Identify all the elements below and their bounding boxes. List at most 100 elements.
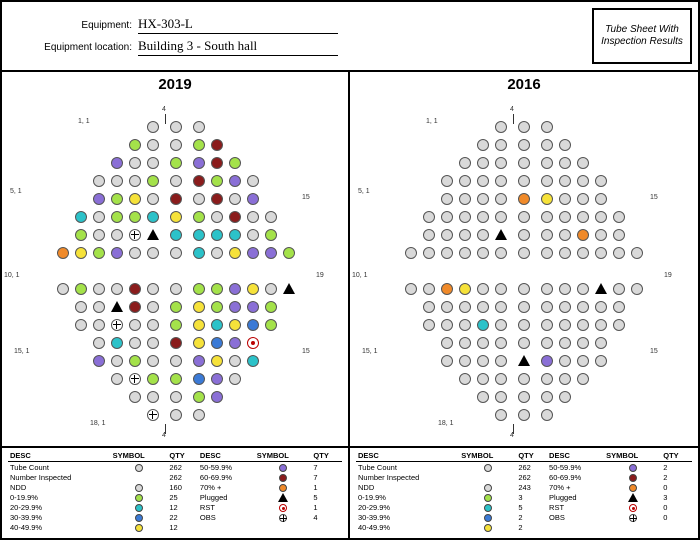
tube <box>495 391 507 403</box>
tube <box>577 301 589 313</box>
panel-2019: 2019 1, 145, 11510, 11915, 11518, 14 DES… <box>2 72 350 538</box>
tube <box>170 301 182 313</box>
tube <box>170 355 182 367</box>
tube <box>229 319 241 331</box>
tube <box>477 229 489 241</box>
tube <box>518 337 530 349</box>
tube <box>147 121 159 133</box>
tube <box>477 211 489 223</box>
tubesheet-2019: 1, 145, 11510, 11915, 11518, 14 <box>2 96 348 446</box>
equip-label: Equipment: <box>22 20 132 31</box>
tube <box>441 355 453 367</box>
tube <box>211 193 223 205</box>
legend-header: DESC <box>198 450 255 462</box>
tube <box>495 337 507 349</box>
tube <box>541 175 553 187</box>
tube <box>129 301 141 313</box>
tube <box>211 301 223 313</box>
tube <box>111 175 123 187</box>
legend-header: SYMBOL <box>111 450 168 462</box>
tube <box>229 373 241 385</box>
tube <box>595 337 607 349</box>
tube <box>129 175 141 187</box>
tube <box>541 247 553 259</box>
tube <box>111 157 123 169</box>
tube <box>129 157 141 169</box>
tube <box>518 355 530 366</box>
tube <box>147 193 159 205</box>
tube <box>477 193 489 205</box>
tube <box>441 337 453 349</box>
coord-mark: 19 <box>316 272 324 279</box>
tube <box>170 193 182 205</box>
tube <box>193 157 205 169</box>
tube <box>247 211 259 223</box>
tube <box>495 409 507 421</box>
legend-header: QTY <box>311 450 342 462</box>
tube <box>477 247 489 259</box>
tube <box>147 337 159 349</box>
tube <box>129 193 141 205</box>
tube <box>193 229 205 241</box>
tube <box>495 175 507 187</box>
tube <box>93 211 105 223</box>
tube <box>170 157 182 169</box>
legend-row: Number Inspected26260-69.9%7 <box>8 472 342 482</box>
tube <box>93 283 105 295</box>
tube <box>75 283 87 295</box>
tube <box>577 211 589 223</box>
tube <box>229 193 241 205</box>
tube <box>247 229 259 241</box>
tube <box>423 301 435 313</box>
tube <box>559 391 571 403</box>
location-label: Equipment location: <box>22 42 132 53</box>
report-page: Equipment: HX-303-L Equipment location: … <box>0 0 700 540</box>
tube <box>559 247 571 259</box>
tube <box>147 139 159 151</box>
tube <box>229 175 241 187</box>
tube <box>613 247 625 259</box>
tube <box>93 175 105 187</box>
tube <box>441 301 453 313</box>
tube <box>441 319 453 331</box>
tube <box>405 283 417 295</box>
tube <box>423 247 435 259</box>
coord-mark: 15 <box>302 348 310 355</box>
tube <box>613 211 625 223</box>
tube <box>518 391 530 403</box>
tube <box>577 157 589 169</box>
tube <box>147 319 159 331</box>
tube <box>541 229 553 241</box>
tube <box>111 337 123 349</box>
tube <box>129 319 141 331</box>
coord-mark: 4 <box>162 106 166 113</box>
tube <box>459 193 471 205</box>
tube <box>211 337 223 349</box>
tube <box>477 157 489 169</box>
tube <box>211 139 223 151</box>
tube <box>75 319 87 331</box>
tubesheet-2016: 1, 145, 11510, 11915, 11518, 14 <box>350 96 698 446</box>
tube <box>147 391 159 403</box>
year-label: 2019 <box>2 72 348 93</box>
coord-mark: 19 <box>664 272 672 279</box>
tube <box>559 229 571 241</box>
tube <box>518 121 530 133</box>
tube <box>541 301 553 313</box>
tube <box>147 229 159 240</box>
tube <box>631 247 643 259</box>
coord-mark: 15 <box>650 194 658 201</box>
tube <box>211 283 223 295</box>
tube <box>613 283 625 295</box>
tube <box>170 139 182 151</box>
tube <box>247 283 259 295</box>
legend-2016: DESCSYMBOLQTYDESCSYMBOLQTYTube Count2625… <box>350 446 698 538</box>
tube <box>559 373 571 385</box>
tube <box>283 247 295 259</box>
legend-row: 20-29.9%12RST1 <box>8 503 342 513</box>
tube <box>111 229 123 241</box>
coord-mark: 4 <box>510 106 514 113</box>
tube <box>541 337 553 349</box>
legend-header: QTY <box>661 450 692 462</box>
tube <box>423 229 435 241</box>
